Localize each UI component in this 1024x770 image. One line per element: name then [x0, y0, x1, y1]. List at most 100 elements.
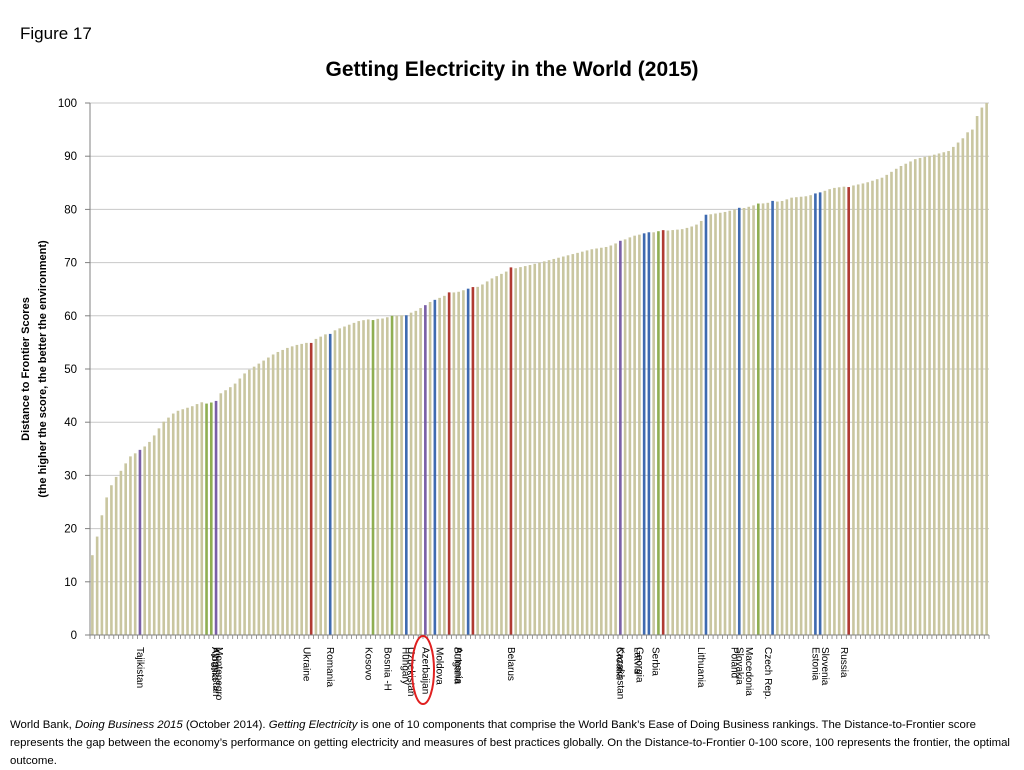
bar: [652, 232, 655, 636]
bar: [918, 157, 922, 635]
bar: [457, 291, 460, 635]
bar: [252, 366, 256, 635]
bar: [557, 257, 560, 635]
bar-highlighted: [737, 207, 741, 636]
bar: [500, 273, 503, 635]
bar: [890, 171, 893, 635]
bar: [319, 336, 323, 635]
bar: [709, 214, 713, 635]
bar: [718, 212, 722, 635]
bar: [409, 312, 413, 635]
bar: [91, 555, 94, 635]
bar: [181, 409, 185, 635]
bar: [880, 177, 884, 635]
caption-description: is one of 10 components that comprise th…: [10, 719, 1010, 767]
bar: [899, 166, 903, 635]
bar: [262, 360, 265, 635]
country-label: Macedonia: [743, 647, 754, 696]
bar: [195, 404, 199, 635]
y-axis-label: Distance to Frontier Scores: [20, 297, 32, 441]
bar: [966, 132, 969, 635]
bar: [395, 315, 399, 635]
bar-highlighted: [309, 342, 313, 635]
bar: [561, 256, 565, 635]
bar: [728, 210, 732, 636]
bar: [680, 229, 684, 635]
bar: [133, 453, 137, 635]
bar: [519, 267, 522, 635]
bar: [985, 103, 988, 635]
country-label: Georgia: [633, 647, 644, 683]
bar: [224, 390, 227, 635]
bar-highlighted: [647, 232, 651, 635]
bar: [542, 261, 546, 635]
bar-highlighted: [328, 333, 332, 635]
caption-source-prefix: World Bank,: [10, 719, 75, 731]
bar: [552, 258, 556, 635]
bar-highlighted: [209, 402, 213, 635]
bar: [871, 180, 874, 636]
bar: [95, 536, 99, 635]
bar: [276, 351, 280, 635]
bar: [638, 234, 641, 635]
bar: [343, 326, 346, 635]
y-tick-label: 20: [64, 524, 77, 536]
bar: [100, 515, 104, 635]
bar: [438, 297, 441, 635]
bar: [623, 239, 627, 635]
y-tick-label: 80: [64, 204, 77, 216]
bar: [752, 205, 755, 635]
bar: [490, 278, 494, 635]
bar: [714, 213, 717, 635]
bar: [866, 182, 870, 635]
bar: [514, 268, 518, 635]
y-tick-label: 70: [64, 258, 77, 270]
bar: [894, 168, 898, 635]
bar: [576, 252, 579, 635]
bar: [804, 196, 808, 635]
bar: [747, 206, 751, 636]
bar: [861, 183, 865, 635]
caption-source-date: (October 2014).: [182, 719, 269, 731]
bar: [219, 393, 223, 635]
bar: [823, 190, 827, 636]
bar: [257, 363, 261, 635]
bar-highlighted: [433, 299, 437, 635]
bar: [828, 189, 831, 636]
bar: [428, 301, 432, 635]
bar: [281, 349, 284, 635]
bar: [414, 310, 418, 635]
bar: [685, 227, 689, 635]
bar: [148, 441, 151, 635]
bar-highlighted: [642, 233, 646, 635]
bar: [229, 387, 232, 635]
bar: [110, 485, 113, 635]
bar-highlighted: [847, 187, 850, 635]
bar: [248, 369, 251, 635]
country-label: Albania: [209, 647, 220, 681]
y-tick-label: 30: [64, 470, 77, 482]
bar: [352, 322, 356, 635]
y-tick-label: 40: [64, 417, 77, 429]
bar: [842, 186, 846, 635]
bar: [504, 271, 508, 635]
country-label: Estonia: [809, 647, 820, 681]
bar: [290, 346, 294, 635]
bar-highlighted: [405, 315, 408, 635]
bar: [124, 463, 127, 635]
figure-label: Figure 17: [20, 24, 92, 43]
bar: [190, 406, 194, 635]
bar: [975, 116, 979, 635]
bar-highlighted: [661, 230, 665, 635]
bar: [676, 229, 679, 635]
bar: [795, 197, 798, 635]
bar: [495, 276, 498, 635]
bar: [338, 328, 342, 635]
bar-highlighted: [771, 200, 774, 635]
country-label: Lithuania: [695, 647, 706, 688]
bar: [956, 142, 960, 635]
country-label: Latvia: [632, 647, 643, 674]
bar: [790, 197, 793, 635]
bar: [585, 250, 589, 635]
